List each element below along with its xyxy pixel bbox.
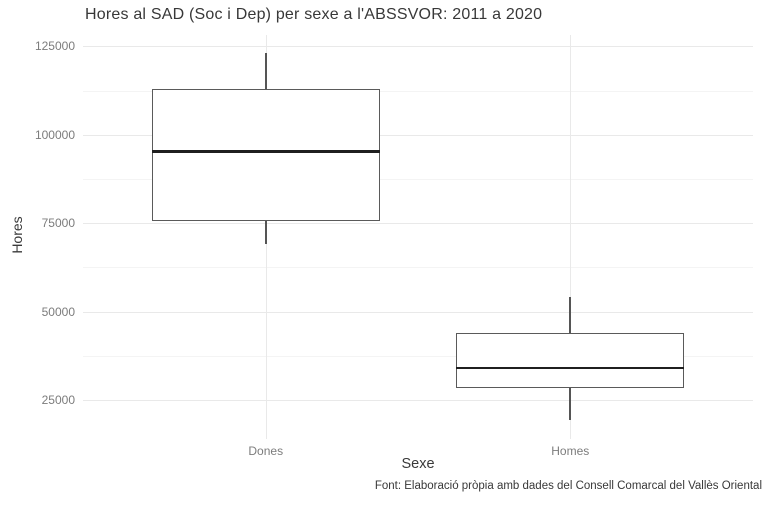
source-caption: Font: Elaboració pròpia amb dades del Co…	[374, 480, 762, 492]
boxplot-box	[456, 332, 685, 388]
gridline-minor	[83, 178, 753, 180]
y-tick-label: 50000	[41, 304, 75, 319]
y-tick-label: 100000	[34, 127, 75, 142]
gridline-minor	[83, 355, 753, 357]
boxplot-median	[456, 367, 685, 370]
gridline-major	[83, 311, 753, 313]
y-tick-label: 75000	[41, 216, 75, 231]
plot-panel	[83, 35, 753, 439]
x-tick-label: Homes	[551, 444, 590, 458]
gridline-vertical-homes	[570, 35, 572, 439]
gridline-major	[83, 46, 753, 48]
boxplot-lower-whisker	[569, 387, 572, 420]
boxplot-lower-whisker	[264, 221, 267, 245]
y-tick-label: 25000	[41, 393, 75, 408]
boxplot-box	[151, 88, 380, 222]
boxplot-upper-whisker	[264, 53, 267, 89]
y-tick-label: 125000	[34, 39, 75, 54]
gridline-major	[83, 223, 753, 225]
gridline-major	[83, 400, 753, 402]
x-axis-title: Sexe	[401, 456, 435, 472]
gridline-minor	[83, 90, 753, 92]
boxplot-upper-whisker	[569, 297, 572, 333]
gridline-minor	[83, 267, 753, 269]
x-tick-label: Dones	[248, 444, 284, 458]
boxplot-median	[151, 150, 380, 153]
gridline-major	[83, 134, 753, 136]
chart-title: Hores al SAD (Soc i Dep) per sexe a l'AB…	[85, 6, 543, 23]
